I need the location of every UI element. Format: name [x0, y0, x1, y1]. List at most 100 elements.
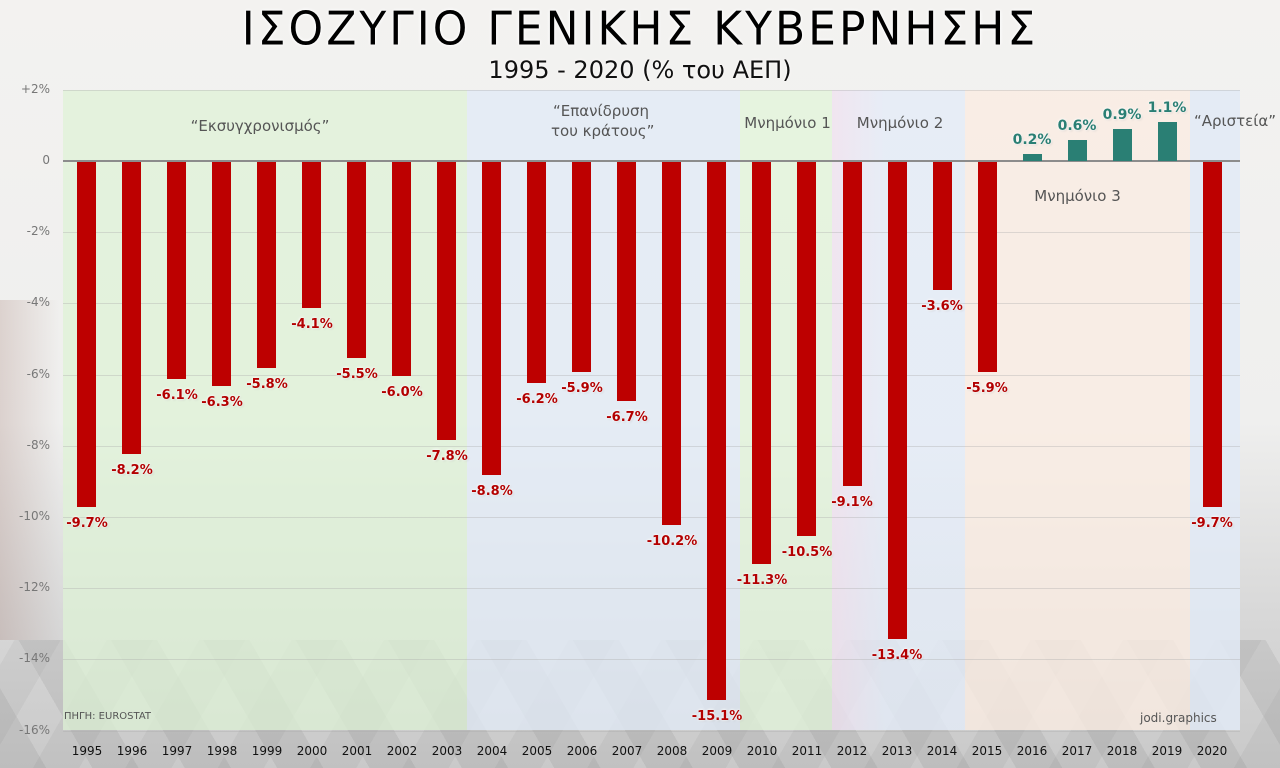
value-label: -11.3%	[736, 573, 788, 588]
value-label: -8.8%	[471, 484, 513, 499]
gridline	[63, 90, 1240, 91]
value-label: -7.8%	[426, 449, 468, 464]
x-axis-year-label: 2003	[431, 744, 463, 758]
bar-1997	[167, 162, 186, 379]
value-label: 0.6%	[1057, 118, 1097, 134]
x-axis-year-label: 2016	[1016, 744, 1048, 758]
value-label: -6.1%	[156, 388, 198, 403]
x-axis-year-label: 1999	[251, 744, 283, 758]
band-mnimonio-3	[965, 90, 1190, 730]
bar-1999	[257, 162, 276, 368]
band-label-mnimonio-3: Μνημόνιο 3	[1034, 187, 1121, 205]
x-axis-year-label: 2009	[701, 744, 733, 758]
gridline	[63, 303, 1240, 304]
gridline	[63, 659, 1240, 660]
value-label: 0.2%	[1012, 132, 1052, 148]
x-axis-year-label: 2018	[1106, 744, 1138, 758]
band-label-epanidrysi-line1: “Επανίδρυση	[553, 102, 650, 120]
gridline	[63, 517, 1240, 518]
gridline	[63, 446, 1240, 447]
y-axis-tick-label: -12%	[18, 580, 50, 594]
x-axis-year-label: 2007	[611, 744, 643, 758]
band-label-aristeia: “Αριστεία”	[1193, 112, 1276, 130]
value-label: 1.1%	[1147, 100, 1187, 116]
bar-2005	[527, 162, 546, 383]
value-label: -9.1%	[831, 495, 873, 510]
y-axis-tick-label: -2%	[26, 224, 50, 238]
value-label: -10.2%	[646, 534, 698, 549]
y-axis-tick-label: +2%	[20, 82, 50, 96]
bar-2002	[392, 162, 411, 376]
band-label-epanidrysi: “Επανίδρυση του κράτους”	[535, 101, 675, 141]
background-decoration	[0, 300, 60, 640]
value-label: -3.6%	[921, 299, 963, 314]
value-label: -4.1%	[291, 317, 333, 332]
y-axis-tick-label: -16%	[18, 723, 50, 737]
x-axis-year-label: 1995	[71, 744, 103, 758]
x-axis-year-label: 1998	[206, 744, 238, 758]
x-axis-year-label: 2006	[566, 744, 598, 758]
band-label-epanidrysi-line2: του κράτους”	[551, 122, 655, 140]
x-axis-year-label: 2005	[521, 744, 553, 758]
bar-2003	[437, 162, 456, 440]
x-axis-year-label: 2020	[1196, 744, 1228, 758]
bar-2020	[1203, 162, 1222, 507]
value-label: -5.9%	[561, 381, 603, 396]
x-axis-year-label: 2017	[1061, 744, 1093, 758]
value-label: -6.0%	[381, 385, 423, 400]
bar-2006	[572, 162, 591, 372]
bar-2010	[752, 162, 771, 564]
bar-2019	[1158, 122, 1177, 161]
band-label-mnimonio-1: Μνημόνιο 1	[744, 114, 831, 132]
y-axis-tick-label: -6%	[26, 367, 50, 381]
x-axis-year-label: 2011	[791, 744, 823, 758]
bar-2012	[843, 162, 862, 486]
value-label: -6.3%	[201, 395, 243, 410]
bar-2000	[302, 162, 321, 308]
x-axis-year-label: 2013	[881, 744, 913, 758]
gridline	[63, 375, 1240, 376]
bar-2016	[1023, 154, 1042, 161]
value-label: -6.2%	[516, 392, 558, 407]
bar-2018	[1113, 129, 1132, 161]
x-axis-year-label: 2004	[476, 744, 508, 758]
x-axis-year-label: 2000	[296, 744, 328, 758]
value-label: -6.7%	[606, 410, 648, 425]
bar-2011	[797, 162, 816, 536]
value-label: -15.1%	[691, 709, 743, 724]
y-axis-tick-label: 0	[42, 153, 50, 167]
value-label: -9.7%	[66, 516, 108, 531]
value-label: -10.5%	[781, 545, 833, 560]
gridline	[63, 232, 1240, 233]
x-axis-year-label: 2019	[1151, 744, 1183, 758]
bar-2009	[707, 162, 726, 700]
bar-2014	[933, 162, 952, 290]
value-label: -9.7%	[1191, 516, 1233, 531]
value-label: 0.9%	[1102, 107, 1142, 123]
bar-1998	[212, 162, 231, 386]
bar-2007	[617, 162, 636, 401]
chart-subtitle: 1995 - 2020 (% του ΑΕΠ)	[488, 56, 792, 84]
x-axis-year-label: 2012	[836, 744, 868, 758]
value-label: -8.2%	[111, 463, 153, 478]
bar-2017	[1068, 140, 1087, 161]
y-axis-tick-label: -10%	[18, 509, 50, 523]
bar-2013	[888, 162, 907, 639]
band-label-eksygxronismos: “Εκσυγχρονισμός”	[190, 117, 330, 135]
gridline	[63, 731, 1240, 732]
bar-2008	[662, 162, 681, 525]
x-axis-year-label: 2008	[656, 744, 688, 758]
bar-1996	[122, 162, 141, 454]
y-axis-tick-label: -8%	[26, 438, 50, 452]
x-axis-year-label: 1997	[161, 744, 193, 758]
source-note: ΠΗΓΗ: EUROSTAT	[64, 711, 151, 722]
bar-2004	[482, 162, 501, 475]
credit-note: jodi.graphics	[1140, 711, 1217, 725]
x-axis-year-label: 1996	[116, 744, 148, 758]
zero-line	[63, 160, 1240, 162]
chart-title: ΙΣΟΖΥΓΙΟ ΓΕΝΙΚΗΣ ΚΥΒΕΡΝΗΣΗΣ	[241, 2, 1039, 57]
bar-2001	[347, 162, 366, 358]
y-axis-tick-label: -4%	[26, 295, 50, 309]
value-label: -5.5%	[336, 367, 378, 382]
